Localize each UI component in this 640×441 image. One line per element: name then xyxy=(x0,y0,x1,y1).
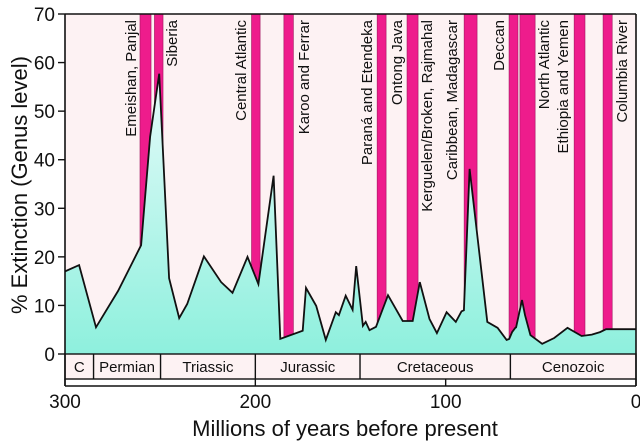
period-label: Jurassic xyxy=(280,359,336,376)
province-bar xyxy=(602,14,613,354)
period-label: Permian xyxy=(99,359,155,376)
province-label: Karoo and Ferrar xyxy=(296,20,313,134)
y-tick-label: 0 xyxy=(44,345,55,366)
province-label: North Atlantic xyxy=(536,20,553,110)
province-bar xyxy=(573,14,586,354)
x-tick-label: 300 xyxy=(49,392,81,413)
province-label: Deccan xyxy=(491,20,508,71)
province-label: Kerguelen/Broken, Rajmahal xyxy=(419,20,436,212)
province-label: Paraná and Etendeka xyxy=(359,19,376,165)
extinction-area-layer xyxy=(65,73,636,354)
period-label: Cretaceous xyxy=(397,359,474,376)
y-tick-label: 30 xyxy=(34,199,55,220)
province-bar xyxy=(519,14,536,354)
axes xyxy=(64,13,637,387)
province-label: Columbia River xyxy=(614,20,631,123)
province-label: Ethiopia and Yemen xyxy=(555,20,572,153)
period-label: Triassic xyxy=(182,359,234,376)
y-tick-label: 70 xyxy=(34,5,55,26)
y-tick-label: 40 xyxy=(34,151,55,172)
x-axis-ticks: 300 200 100 0 xyxy=(49,379,640,413)
geologic-period-band: C Permian Triassic Jurassic Cretaceous Cenozo… xyxy=(64,353,637,380)
province-label: Ontong Java xyxy=(389,19,406,105)
province-bar xyxy=(251,14,261,354)
province-label: Siberia xyxy=(164,19,181,66)
province-bar xyxy=(508,14,519,354)
x-tick-label: 100 xyxy=(430,392,462,413)
extinction-line xyxy=(65,73,636,345)
extinction-area xyxy=(65,73,636,354)
province-label: Central Atlantic xyxy=(233,20,250,121)
x-tick-label: 200 xyxy=(239,392,271,413)
y-tick-label: 60 xyxy=(34,54,55,75)
x-tick-label: 0 xyxy=(631,392,640,413)
province-bar xyxy=(283,14,294,354)
province-label: Emeishan, Panjal xyxy=(123,20,140,137)
y-axis-title: % Extinction (Genus level) xyxy=(7,56,32,314)
province-bar xyxy=(406,14,419,354)
y-tick-label: 10 xyxy=(34,296,55,317)
x-axis-title: Millions of years before present xyxy=(192,416,498,441)
y-tick-label: 20 xyxy=(34,248,55,269)
y-axis-ticks: 0 10 20 30 40 50 60 70 xyxy=(34,5,65,366)
province-label: Caribbean, Madagascar xyxy=(444,20,461,180)
province-labels: Emeishan, Panjal Siberia Central Atlantic K… xyxy=(123,19,631,211)
period-label: Cenozoic xyxy=(542,359,605,376)
period-label: C xyxy=(74,359,85,376)
y-tick-label: 50 xyxy=(34,102,55,123)
province-bar xyxy=(376,14,387,354)
